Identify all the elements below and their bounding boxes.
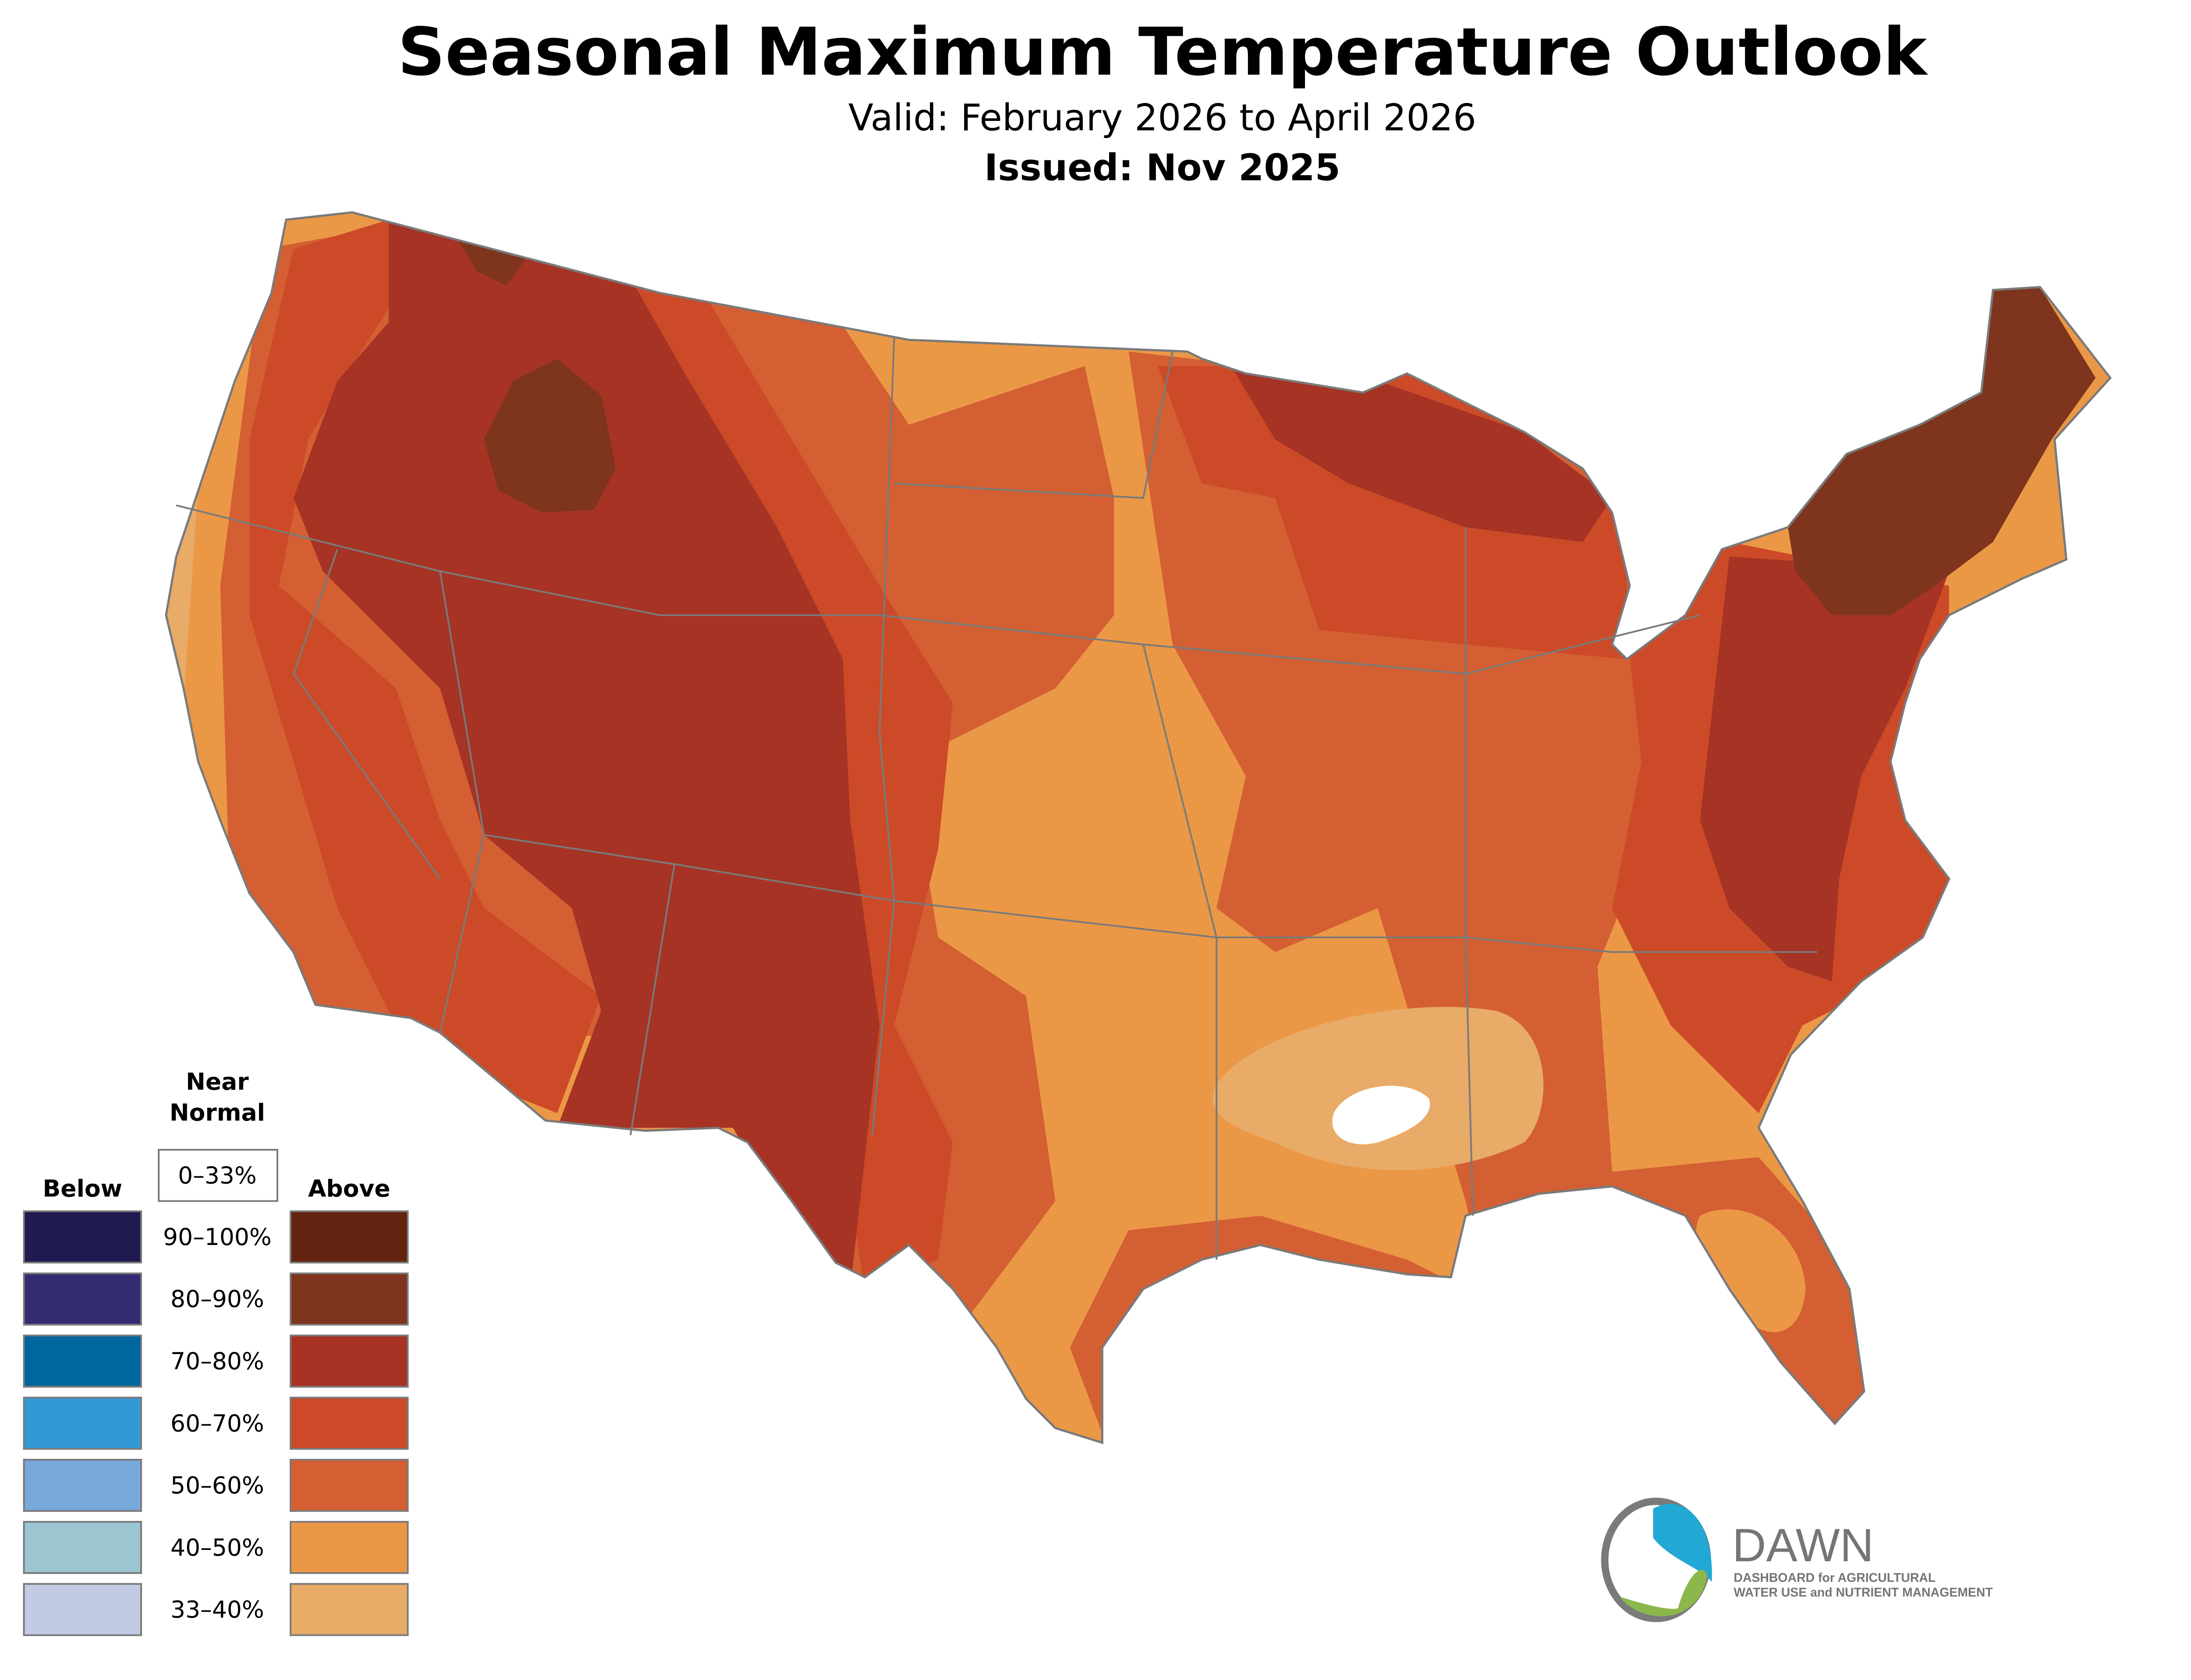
- legend-above-swatch: [290, 1583, 409, 1636]
- state-borders: [176, 336, 1818, 1260]
- zone-80-90-idaho: [484, 359, 616, 513]
- zone-80-90-northwest-tip: [454, 234, 528, 286]
- legend-above-header: Above: [308, 1175, 390, 1203]
- legend-below-swatch: [23, 1521, 142, 1574]
- legend-below-swatch: [23, 1397, 142, 1450]
- legend-below-swatch: [23, 1272, 142, 1326]
- us-probability-map: [166, 212, 2110, 1443]
- legend-below-swatch: [23, 1334, 142, 1388]
- legend-near-normal-line1: Near: [186, 1068, 249, 1096]
- logo-tagline-1: DASHBOARD for AGRICULTURAL: [1734, 1571, 1936, 1585]
- zone-70-80-great-lakes: [1231, 366, 1612, 542]
- valid-period: Valid: February 2026 to April 2026: [848, 96, 1476, 139]
- zone-40-50-florida: [1696, 1209, 1806, 1332]
- logo-water-icon: [1653, 1503, 1712, 1582]
- zone-50-60-east: [1128, 351, 1891, 1443]
- legend-below-swatch: [23, 1210, 142, 1264]
- legend-above-swatch: [290, 1210, 409, 1264]
- legend-range-label: 80–90%: [170, 1285, 264, 1313]
- legend-above-swatch: [290, 1397, 409, 1450]
- zone-70-80-east: [1700, 556, 1949, 982]
- map-title: Seasonal Maximum Temperature Outlook: [398, 14, 1929, 91]
- legend-near-normal-range: 0–33%: [178, 1162, 257, 1189]
- dawn-logo: DAWN DASHBOARD for AGRICULTURAL WATER US…: [1601, 1497, 1993, 1622]
- near-normal-area: [1332, 1086, 1430, 1145]
- issued-date: Issued: Nov 2025: [984, 146, 1340, 189]
- legend-range-label: 60–70%: [170, 1409, 264, 1437]
- legend-above-swatch: [290, 1521, 409, 1574]
- legend-below-swatch: [23, 1583, 142, 1636]
- legend: Near Normal 0–33% Below Above 90–100% 80–…: [23, 1068, 409, 1636]
- legend-near-normal-line2: Normal: [170, 1099, 265, 1126]
- legend-above-swatch: [290, 1459, 409, 1512]
- logo-tagline-2: WATER USE and NUTRIENT MANAGEMENT: [1734, 1585, 1993, 1599]
- legend-below-header: Below: [43, 1175, 123, 1203]
- logo-name: DAWN: [1732, 1519, 1874, 1571]
- legend-above-swatch: [290, 1334, 409, 1388]
- legend-range-label: 70–80%: [170, 1348, 264, 1375]
- legend-range-label: 50–60%: [170, 1471, 264, 1499]
- us-border-outline: [165, 211, 2112, 1444]
- logo-leaf-icon: [1619, 1570, 1708, 1616]
- legend-range-label: 90–100%: [163, 1223, 272, 1251]
- legend-near-normal-swatch: [158, 1149, 278, 1202]
- legend-range-label: 33–40%: [170, 1596, 264, 1623]
- legend-range-label: 40–50%: [170, 1534, 264, 1561]
- zone-80-90-northeast: [1788, 287, 2096, 615]
- legend-above-swatch: [290, 1272, 409, 1326]
- zone-60-70-west: [249, 219, 601, 1114]
- legend-below-swatch: [23, 1459, 142, 1512]
- zone-70-80-west: [293, 219, 880, 1289]
